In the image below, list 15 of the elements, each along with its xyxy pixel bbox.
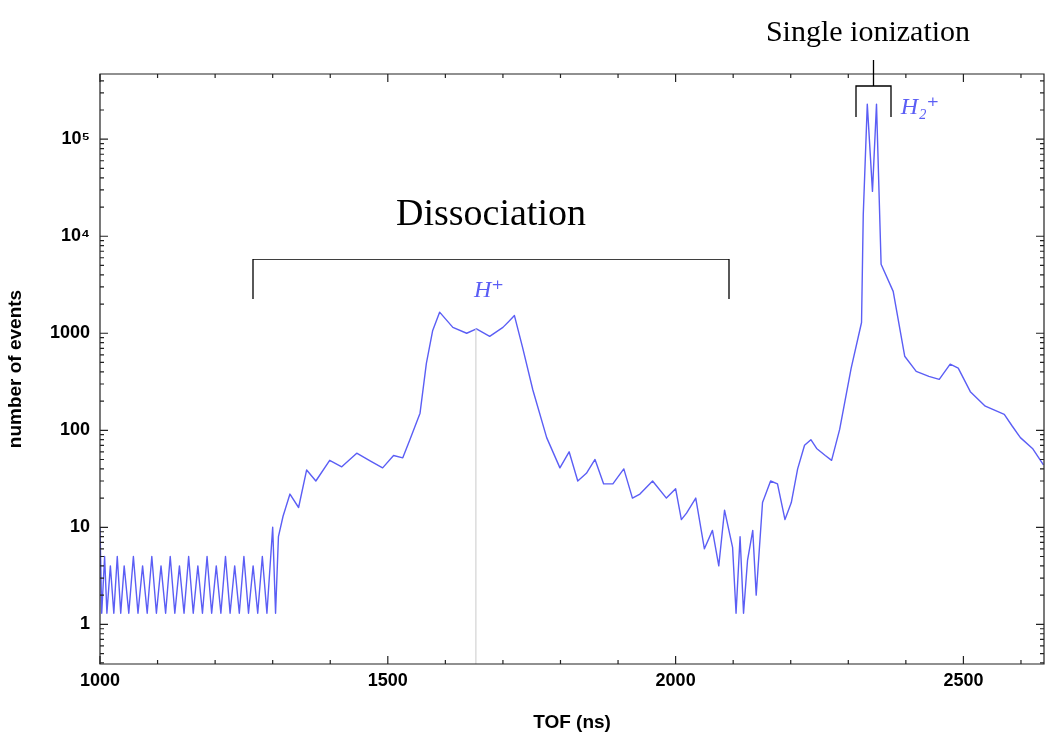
text: Single ionization	[765, 14, 971, 48]
y-tick-label: 100	[59, 419, 90, 440]
x-tick-label: 2000	[655, 669, 696, 690]
annotation: Dissociation	[396, 190, 586, 234]
annotation: H₂⁺	[900, 92, 940, 120]
y-axis-title: number of events	[3, 289, 25, 449]
y-tick-label: 1000	[49, 322, 90, 343]
x-tick-label: 1500	[367, 669, 408, 690]
y-tick-label: 10⁴	[61, 225, 90, 246]
x-axis-title: TOF (ns)	[533, 710, 611, 732]
y-tick-label: 10	[69, 516, 90, 537]
y-tick-label: 1	[79, 613, 90, 634]
annotation: H⁺	[474, 275, 504, 303]
x-tick-label: 2500	[943, 669, 984, 690]
y-tick-label: 10⁵	[61, 128, 90, 149]
